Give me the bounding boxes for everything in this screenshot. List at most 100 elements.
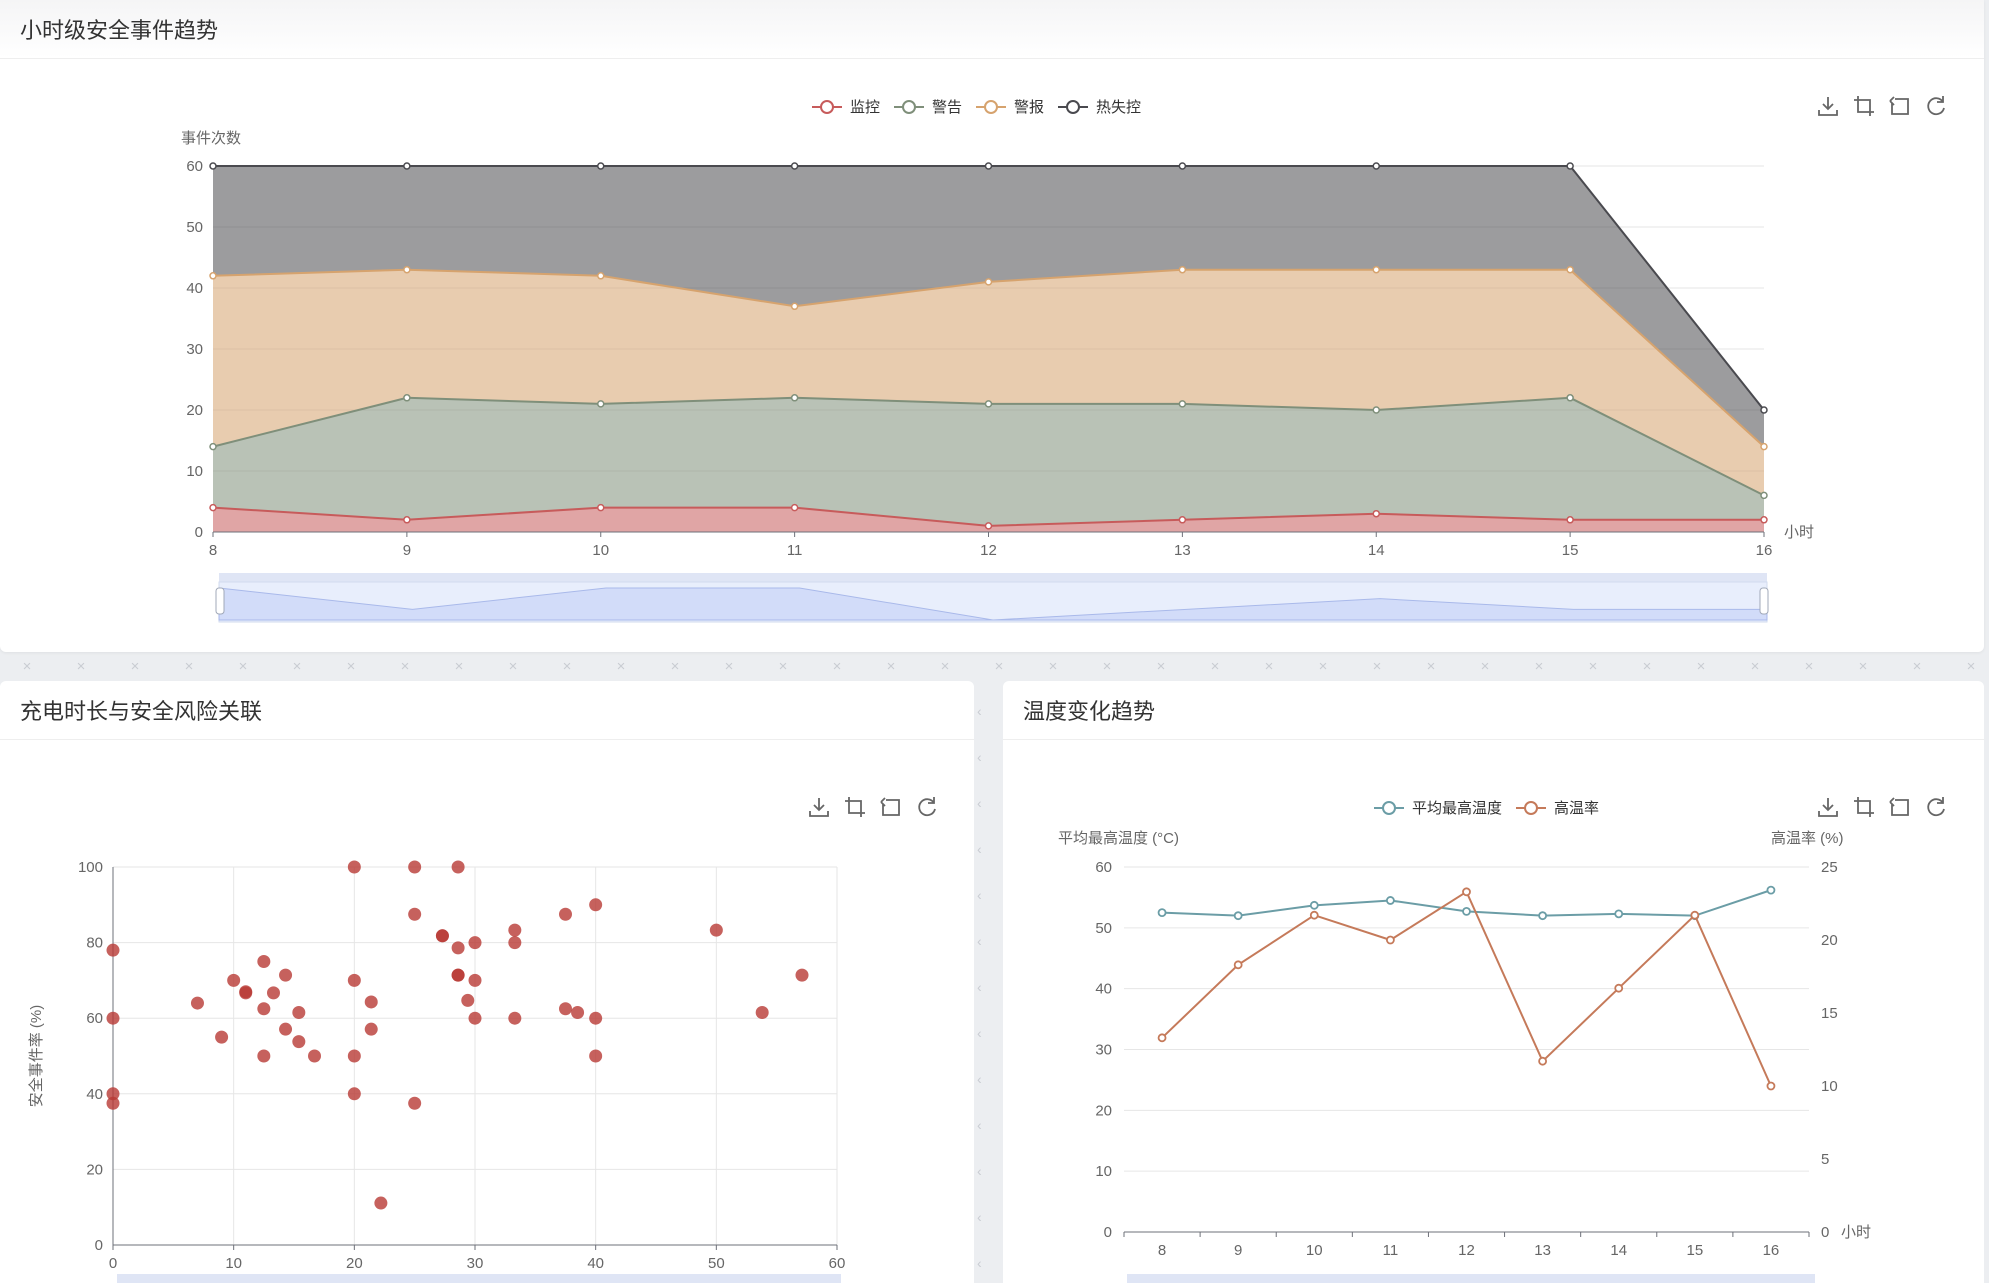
scatter-point [408, 1096, 422, 1110]
scatter-point [292, 1035, 306, 1049]
legend-item-警告[interactable]: 警告 [894, 99, 962, 116]
y-tick-label: 20 [186, 402, 203, 419]
legend-label: 警报 [1014, 99, 1044, 116]
data-point [1309, 910, 1319, 920]
data-zoom-track [219, 573, 1767, 582]
restore-icon[interactable]: 还原 [1923, 794, 1949, 820]
data-point [403, 162, 411, 170]
legend-item-监控[interactable]: 监控 [812, 99, 880, 116]
data-point [403, 265, 411, 274]
legend-item-警报[interactable]: 警报 [976, 99, 1044, 116]
scatter-point [559, 907, 572, 921]
zoom-back-icon[interactable]: 区域缩放还原 [1887, 93, 1913, 119]
y-left-tick-label: 60 [1095, 859, 1112, 876]
zoom-back-icon[interactable]: 区域缩放还原 [878, 794, 904, 820]
x-tick-label: 40 [587, 1255, 604, 1272]
scatter-point [347, 860, 361, 874]
panel-title: 温度变化趋势 [1023, 699, 1156, 724]
charging-risk-scatter-chart[interactable]: 0 20 40 60 80 100 0 10 20 30 40 50 60 安全事件率 (%) [0, 681, 974, 1283]
y-right-axis-title: 高温率 (%) [1771, 830, 1844, 847]
data-point [984, 162, 993, 170]
download-icon[interactable]: 保存为图片 [806, 794, 832, 820]
data-zoom-handle-right[interactable] [1759, 587, 1769, 615]
charging-risk-panel: 充电时长与安全风险关联 0 20 40 60 80 100 0 10 20 30 40 50 60 安全事… [0, 681, 974, 1283]
data-zoom-icon[interactable]: 区域缩放 [842, 794, 868, 820]
data-point [1233, 911, 1243, 921]
y-tick-label: 40 [186, 280, 203, 297]
scatter-point [589, 1011, 603, 1025]
data-zoom-slider[interactable] [215, 573, 1769, 623]
x-tick-label: 13 [1534, 1242, 1551, 1259]
zoom-back-icon[interactable]: 区域缩放还原 [1887, 794, 1913, 820]
restore-icon[interactable]: 还原 [914, 794, 940, 820]
data-point [1372, 162, 1380, 170]
temperature-line-chart[interactable]: 0 10 20 30 40 50 60 0 5 10 15 20 25 平均最高温度 (°C) 高温率 (%… [1003, 681, 1984, 1283]
y-tick-label: 0 [95, 1237, 103, 1254]
data-point [1309, 900, 1319, 910]
data-point [209, 503, 217, 512]
data-point [790, 162, 799, 170]
data-point [1760, 442, 1768, 451]
legend-item-高温率[interactable]: 高温率 [1516, 800, 1599, 817]
legend-item-平均最高温度[interactable]: 平均最高温度 [1374, 800, 1502, 817]
download-icon[interactable]: 保存为图片 [1815, 93, 1841, 119]
scatter-point [257, 1049, 271, 1063]
restore-icon[interactable]: 还原 [1923, 93, 1949, 119]
scatter-point [508, 923, 522, 937]
data-zoom-slider[interactable] [117, 1274, 841, 1283]
scatter-point [292, 1006, 306, 1020]
data-point [1385, 896, 1395, 905]
data-point [597, 272, 605, 280]
scatter-point [589, 898, 603, 912]
data-point [1760, 516, 1768, 524]
data-zoom-handle-left[interactable] [215, 587, 225, 615]
y-right-tick-label: 10 [1821, 1078, 1838, 1095]
y-left-tick-label: 40 [1095, 981, 1112, 998]
legend-marker [820, 100, 834, 114]
y-tick-label: 10 [186, 463, 203, 480]
legend-label: 监控 [850, 99, 880, 116]
scatter-point [508, 936, 522, 950]
y-tick-label: 60 [186, 158, 203, 175]
scatter-point [347, 973, 361, 987]
background-pattern: ‹ ‹ ‹ ‹ ‹ ‹ ‹ ‹ ‹ ‹ ‹ ‹ ‹ [977, 703, 982, 1271]
data-point [1766, 885, 1776, 895]
scatter-point [279, 1022, 293, 1036]
x-tick-label: 50 [708, 1255, 725, 1272]
x-tick-label: 10 [592, 542, 609, 559]
x-tick-label: 15 [1562, 542, 1579, 559]
data-point [1766, 1081, 1776, 1091]
area-警报 [213, 269, 1764, 496]
data-point [1178, 516, 1187, 524]
y-tick-label: 20 [86, 1161, 103, 1178]
download-icon[interactable]: 保存为图片 [1815, 794, 1841, 820]
data-point [1566, 162, 1574, 170]
legend-label: 平均最高温度 [1412, 800, 1502, 817]
data-point [1385, 935, 1395, 945]
data-zoom-icon[interactable]: 区域缩放 [1851, 794, 1877, 820]
panel-title: 充电时长与安全风险关联 [20, 699, 263, 724]
x-tick-label: 30 [467, 1255, 484, 1272]
y-left-tick-label: 50 [1095, 920, 1112, 937]
data-zoom-slider[interactable] [1127, 1274, 1815, 1283]
area-警告 [213, 397, 1764, 526]
data-zoom-icon[interactable]: 区域缩放 [1851, 93, 1877, 119]
data-point [403, 394, 411, 402]
x-tick-label: 14 [1610, 1242, 1627, 1259]
x-tick-label: 11 [1383, 1242, 1399, 1259]
legend-label: 警告 [932, 99, 962, 116]
y-tick-label: 60 [86, 1010, 103, 1027]
scatter-point [755, 1006, 769, 1020]
scatter-point [468, 973, 482, 987]
data-point [1614, 909, 1624, 919]
panel-header: 充电时长与安全风险关联 [0, 681, 974, 740]
data-point [790, 503, 799, 512]
scatter-point [364, 1022, 378, 1036]
x-tick-label: 20 [346, 1255, 363, 1272]
hourly-area-chart[interactable]: 0 10 20 30 40 50 60 事件次数 8 9 10 11 12 13 14 15 16 小时 监控 警告 警… [0, 0, 1984, 652]
hourly-events-panel: 小时级安全事件趋势 0 10 20 30 40 50 60 事件次数 8 9 10 11 12 13 14 1… [0, 0, 1984, 652]
data-point [790, 394, 799, 402]
data-point [1566, 516, 1574, 524]
x-tick-label: 16 [1756, 542, 1773, 559]
legend-item-热失控[interactable]: 热失控 [1058, 99, 1141, 116]
